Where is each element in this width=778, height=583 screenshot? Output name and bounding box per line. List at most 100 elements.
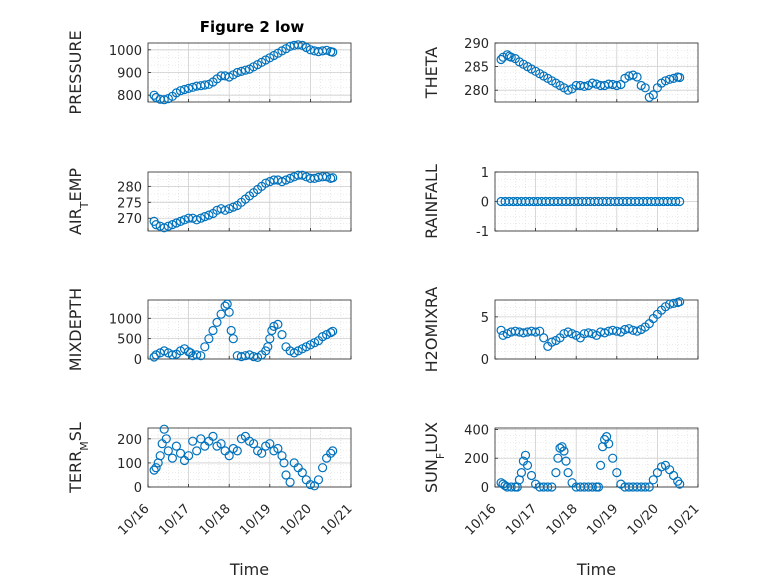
axes-box <box>147 427 352 488</box>
y-tick-label: 285 <box>464 61 489 76</box>
data-point <box>516 468 527 478</box>
y-tick-label: 900 <box>117 67 142 82</box>
data-point <box>506 482 516 492</box>
data-point <box>526 470 537 481</box>
data-point <box>281 470 291 480</box>
data-point <box>204 334 214 344</box>
data-point <box>675 479 685 489</box>
y-tick-label: 100 <box>117 457 142 472</box>
x-tick-label: 10/16 <box>115 501 152 538</box>
x-axis-label: Time <box>229 560 269 579</box>
data-point <box>322 45 332 55</box>
data-point <box>567 329 577 339</box>
data-point <box>265 439 275 449</box>
data-point <box>228 334 238 344</box>
axes-box <box>147 171 352 232</box>
y-tick-label: 0 <box>134 481 142 496</box>
data-point <box>212 317 222 327</box>
x-tick-label: 10/19 <box>584 501 621 538</box>
data-point <box>200 342 210 352</box>
data-point <box>599 328 610 338</box>
data-point <box>595 460 606 470</box>
data-point <box>273 443 283 454</box>
data-point <box>151 220 161 230</box>
y-axis-label: TERRMSL <box>66 422 91 494</box>
data-point <box>277 177 287 187</box>
data-point <box>673 476 683 486</box>
data-point <box>220 301 230 311</box>
data-point <box>265 334 275 344</box>
subplot-4: -1 0 1 RAINFALL <box>422 164 699 240</box>
y-axis-label: H2OMIXRA <box>422 287 441 373</box>
data-point <box>498 330 508 340</box>
data-point <box>161 434 171 444</box>
data-point <box>322 172 332 182</box>
x-tick-label: 10/17 <box>156 501 193 538</box>
data-point <box>551 468 561 478</box>
data-point <box>186 348 196 358</box>
data-point <box>228 202 238 212</box>
axes-box <box>147 42 352 103</box>
data-point <box>664 74 675 84</box>
y-tick-label: 1 <box>481 166 489 181</box>
data-point <box>640 83 650 93</box>
data-point <box>553 453 563 463</box>
data-point <box>277 330 287 340</box>
data-point <box>159 95 169 105</box>
data-point <box>171 218 181 228</box>
y-axis-label: RAINFALL <box>422 164 441 239</box>
data-point <box>644 482 654 492</box>
data-point <box>612 468 622 478</box>
data-point <box>200 80 210 90</box>
data-point <box>192 215 202 225</box>
data-point <box>675 72 685 83</box>
y-axis-label: PRESSURE <box>66 30 85 114</box>
x-tick-label: 10/18 <box>544 501 581 538</box>
y-tick-label: 275 <box>117 196 142 211</box>
data-point <box>326 448 336 458</box>
data-point <box>328 47 338 57</box>
data-point <box>273 319 283 329</box>
data-point <box>171 441 181 451</box>
data-point <box>244 350 255 360</box>
y-axis-label: SUNFLUX <box>422 422 447 493</box>
data-point <box>159 424 169 434</box>
data-point <box>149 465 159 475</box>
data-point <box>175 448 186 458</box>
data-point <box>563 85 573 95</box>
data-point <box>196 213 206 223</box>
data-point <box>179 84 190 95</box>
x-tick-label: 10/20 <box>278 501 315 538</box>
subplot-1: 800 900 1000 PRESSURE <box>66 30 352 115</box>
data-point <box>587 482 598 492</box>
data-point <box>660 76 671 86</box>
y-axis-label: AIRTEMP <box>66 168 91 235</box>
data-point <box>520 450 531 460</box>
data-point <box>506 52 516 62</box>
data-point <box>559 446 569 456</box>
data-point <box>593 482 604 492</box>
y-tick-label: 1000 <box>109 44 142 59</box>
data-point <box>668 298 679 308</box>
data-point <box>632 72 642 82</box>
data-point <box>192 350 202 360</box>
data-point <box>175 86 186 96</box>
data-point <box>522 460 533 470</box>
data-point <box>232 446 242 456</box>
data-point <box>293 40 303 50</box>
data-point <box>149 90 159 100</box>
y-tick-label: 200 <box>464 452 489 467</box>
data-point <box>671 196 681 207</box>
data-point <box>563 327 573 337</box>
data-point <box>557 442 567 452</box>
data-point <box>216 439 226 449</box>
data-point <box>543 482 553 492</box>
data-point <box>563 468 573 478</box>
y-axis-label: THETA <box>422 47 441 99</box>
data-point <box>224 204 234 214</box>
y-tick-label: 800 <box>117 89 142 104</box>
data-point <box>579 81 589 92</box>
data-point <box>530 327 541 337</box>
data-point <box>208 325 218 336</box>
axes-box <box>494 299 699 360</box>
